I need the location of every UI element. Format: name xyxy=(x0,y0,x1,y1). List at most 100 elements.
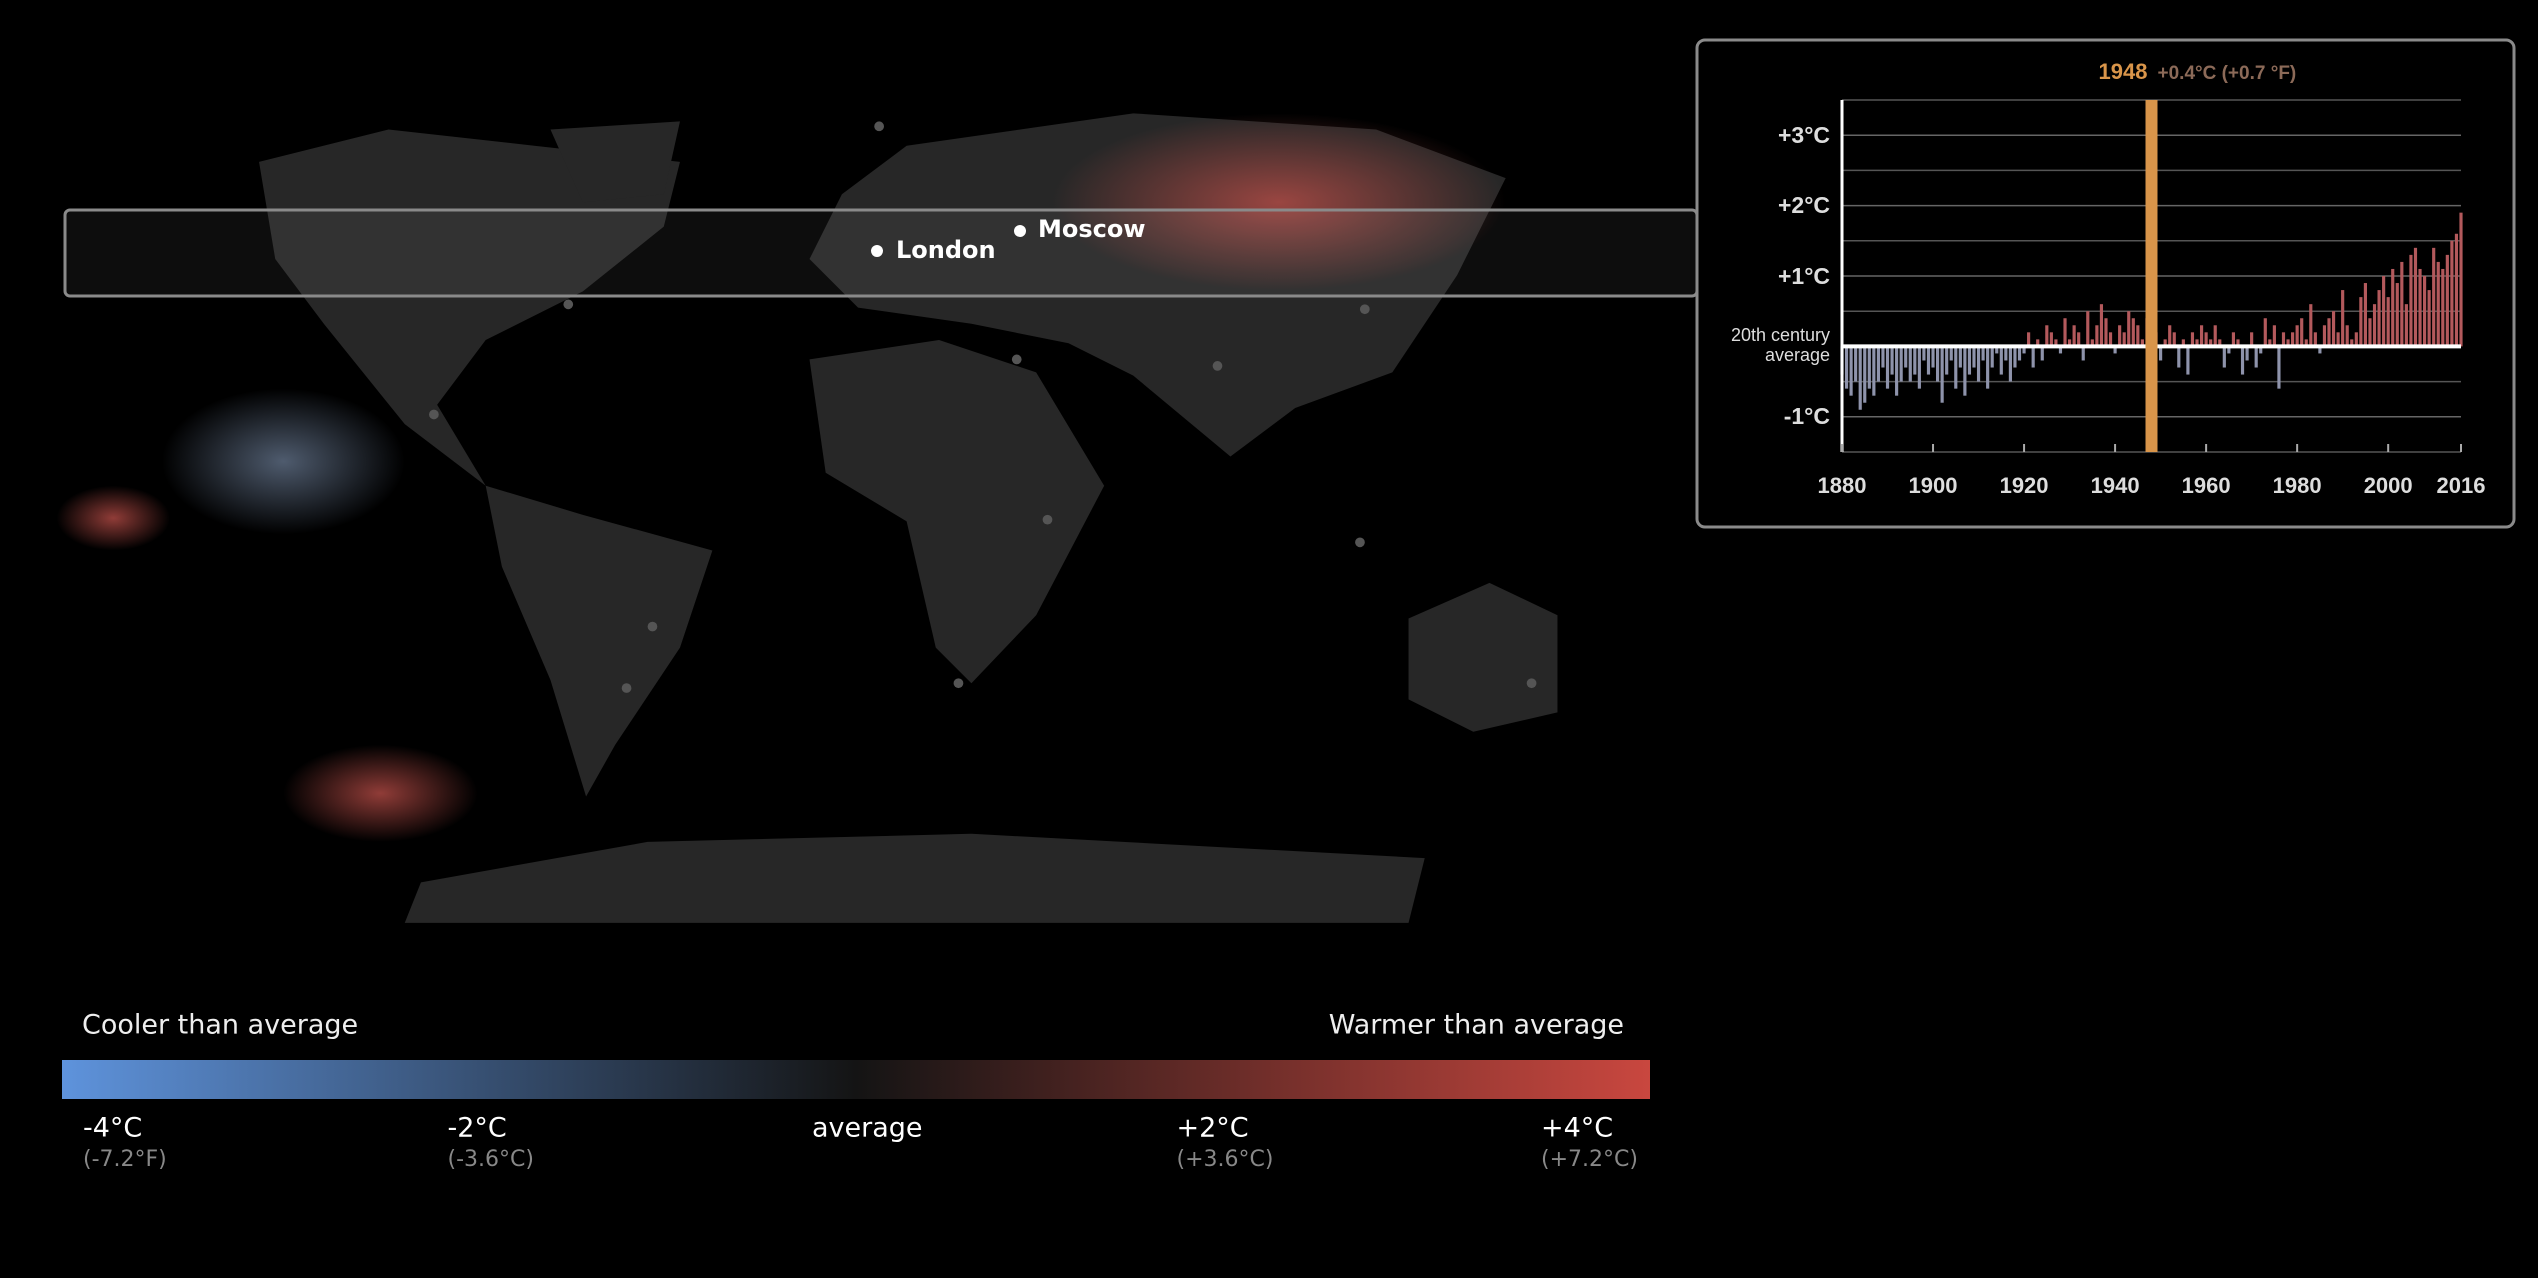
bar xyxy=(1963,346,1967,396)
bar xyxy=(1935,346,1940,382)
bar xyxy=(1890,346,1894,375)
bar xyxy=(2122,332,2126,347)
legend-stop-label: +2°C xyxy=(1177,1113,1249,1144)
bar xyxy=(2027,332,2031,347)
bar xyxy=(2172,332,2176,347)
continent xyxy=(485,485,713,797)
bar xyxy=(1922,346,1926,361)
bar xyxy=(2250,332,2254,347)
bar xyxy=(2286,339,2290,347)
city-dot xyxy=(1355,537,1365,548)
city-dot xyxy=(871,245,883,257)
x-tick-label: 1980 xyxy=(2273,473,2322,498)
city-label: London xyxy=(896,236,996,264)
bar xyxy=(2313,332,2317,347)
city-dot xyxy=(621,683,632,693)
bar xyxy=(2263,318,2267,347)
y-tick-label: +2°C xyxy=(1777,192,1830,219)
bar xyxy=(1931,346,1935,368)
city-dot xyxy=(1212,361,1223,371)
bar xyxy=(2240,346,2245,375)
bar xyxy=(2345,325,2349,347)
legend-stop: -4°C (-7.2°F) xyxy=(83,1113,167,1173)
bar xyxy=(2022,346,2026,354)
bar xyxy=(2163,339,2167,347)
bar xyxy=(1949,346,1953,361)
bar xyxy=(2199,325,2204,347)
bar xyxy=(2331,311,2336,347)
bar xyxy=(2336,332,2340,347)
bar xyxy=(2391,268,2395,347)
warm-anomaly xyxy=(56,485,170,551)
bar xyxy=(2350,339,2354,347)
continent xyxy=(809,339,1105,684)
chart: 1880 1900 1920 1940 1960 1980 2000 2016 1948 +0.4… xyxy=(1818,59,2486,498)
bar xyxy=(2090,339,2094,347)
bar xyxy=(2127,311,2131,347)
bar xyxy=(1854,346,1858,382)
bar xyxy=(1895,346,1899,396)
bar xyxy=(2222,346,2226,368)
bar xyxy=(2377,290,2381,347)
y-tick-label: +1°C xyxy=(1777,262,1830,289)
bar xyxy=(1863,346,1867,403)
legend-stop-label: -2°C xyxy=(448,1113,507,1144)
continent xyxy=(550,121,680,203)
x-tick-label: 1900 xyxy=(1909,473,1958,498)
bar xyxy=(2418,268,2422,347)
bar xyxy=(2186,346,2190,375)
bar xyxy=(2427,290,2431,347)
bar xyxy=(2159,346,2163,361)
bar xyxy=(2409,254,2413,347)
legend-stop-sublabel: (+7.2°C) xyxy=(1541,1147,1638,1172)
continent xyxy=(259,129,680,486)
bar xyxy=(2190,332,2195,347)
bar xyxy=(2436,261,2440,347)
bar xyxy=(2382,276,2386,347)
legend-left-label: Cooler than average xyxy=(82,1010,358,1041)
continent xyxy=(404,833,1425,923)
world-map xyxy=(56,113,1558,923)
bar xyxy=(1876,346,1880,382)
bar xyxy=(2309,304,2313,347)
bar xyxy=(1913,346,1917,375)
city-dot xyxy=(647,621,658,632)
city-dot xyxy=(1526,678,1537,689)
bar xyxy=(2304,339,2308,347)
legend-stop-sublabel: (+3.6°C) xyxy=(1177,1147,1274,1172)
city-dot xyxy=(953,678,964,689)
bar xyxy=(1917,346,1921,389)
bar xyxy=(1958,346,1962,368)
bar xyxy=(2245,346,2249,361)
city-dot xyxy=(429,409,439,420)
bar xyxy=(2168,325,2172,347)
bar xyxy=(1986,346,1990,389)
bar xyxy=(2259,346,2263,354)
bar xyxy=(1872,346,1876,396)
bar xyxy=(2295,325,2299,347)
highlight-year: 1948 xyxy=(2099,59,2148,84)
x-tick-label: 1920 xyxy=(2000,473,2049,498)
bar xyxy=(2140,339,2144,347)
bar xyxy=(2404,304,2408,347)
bar xyxy=(2445,254,2449,347)
bar xyxy=(1904,346,1908,368)
bar xyxy=(2099,304,2104,347)
bar xyxy=(2236,339,2240,347)
x-tick-label: 2000 xyxy=(2364,473,2413,498)
legend-gradient xyxy=(62,1060,1650,1099)
bar xyxy=(2359,297,2363,347)
y-tick-label: +3°C xyxy=(1777,121,1830,148)
legend-right-label: Warmer than average xyxy=(1329,1010,1624,1041)
bar xyxy=(2341,290,2345,347)
bar xyxy=(2272,325,2276,347)
bar xyxy=(2327,318,2331,347)
bar xyxy=(2432,247,2436,347)
x-tick-label: 2016 xyxy=(2437,473,2486,498)
bar xyxy=(1990,346,1994,368)
bar xyxy=(2095,325,2099,347)
bar xyxy=(2413,247,2418,347)
bar xyxy=(2423,276,2427,347)
